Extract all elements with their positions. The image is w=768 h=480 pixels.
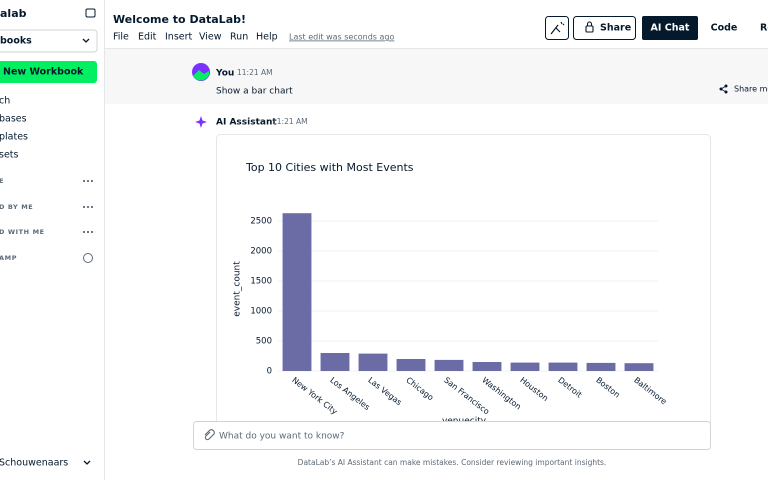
share-icon-lines (720, 85, 727, 93)
y-tick-label: 1000 (250, 307, 272, 317)
assistant-icon (195, 116, 207, 128)
last-edit[interactable]: Last edit was seconds ago (289, 33, 394, 42)
menu-item[interactable]: Help (256, 32, 278, 43)
bar (586, 362, 616, 371)
magic-icon (550, 21, 565, 35)
section-header: E (0, 177, 4, 185)
nav-item[interactable]: ch (0, 96, 10, 107)
share-message[interactable]: Share me (734, 85, 768, 94)
user-name: Schouwenaars (0, 458, 68, 469)
bar (624, 363, 654, 371)
new-workbook-button[interactable] (0, 61, 97, 83)
chevron (83, 460, 91, 465)
menu-item[interactable]: File (113, 32, 129, 43)
section-header: AMP (0, 254, 17, 262)
tab-label[interactable]: Re (760, 23, 768, 34)
y-axis-label: event_count (233, 261, 243, 317)
input-placeholder: What do you want to know? (219, 432, 345, 442)
menu-item[interactable]: Edit (138, 32, 157, 43)
menu-item[interactable]: View (199, 32, 222, 43)
section-header: D BY ME (0, 203, 33, 211)
workspace-select[interactable] (0, 29, 98, 53)
message-author: You (215, 69, 234, 79)
logo: alab (0, 7, 27, 20)
message-text: Show a bar chart (216, 87, 293, 97)
bar (434, 359, 464, 371)
info-icon[interactable] (83, 253, 93, 263)
y-tick-label: 2000 (250, 247, 272, 257)
chevron (82, 38, 90, 43)
attach-icon[interactable] (204, 429, 215, 441)
message-author: AI Assistant (216, 118, 277, 128)
input-area: What do you want to know? DataLab’s AI A… (193, 421, 711, 467)
bar (472, 362, 502, 371)
bar (282, 213, 312, 371)
workspace-name: books (0, 36, 32, 47)
nav-item[interactable]: sets (0, 150, 19, 161)
section-header: D WITH ME (0, 228, 45, 236)
bar (396, 359, 426, 371)
footer-note: DataLab’s AI Assistant can make mistakes… (298, 458, 607, 467)
magic-button[interactable] (545, 16, 569, 40)
menu-item[interactable]: Insert (165, 32, 193, 43)
tab-label[interactable]: Code (711, 23, 738, 34)
y-tick-label: 2500 (250, 217, 272, 227)
tab-active[interactable] (642, 16, 698, 40)
lock-shackle (586, 21, 593, 26)
notebook-title: Welcome to DataLab! (113, 13, 246, 26)
y-tick-label: 0 (267, 367, 272, 377)
nav-item[interactable]: plates (0, 132, 28, 143)
collapse-icon[interactable] (85, 8, 96, 18)
chart-title: Top 10 Cities with Most Events (245, 161, 414, 174)
menu-item[interactable]: Run (230, 32, 248, 43)
chat-input[interactable] (193, 421, 711, 450)
bar (320, 353, 350, 371)
share-label: Share (600, 23, 631, 34)
lock-icon (585, 25, 594, 33)
message-time: 11:21 AM (272, 117, 308, 126)
bar (358, 353, 388, 371)
new-workbook-label: New Workbook (3, 67, 84, 78)
y-tick-label: 1500 (250, 277, 272, 287)
tab-label[interactable]: AI Chat (651, 23, 690, 34)
bar (548, 362, 578, 371)
y-tick-label: 500 (256, 337, 272, 347)
more-icons[interactable] (82, 179, 94, 234)
message-time: 11:21 AM (237, 68, 273, 77)
avatar-art (193, 70, 209, 81)
bar (510, 362, 540, 371)
nav-item[interactable]: bases (0, 114, 27, 125)
